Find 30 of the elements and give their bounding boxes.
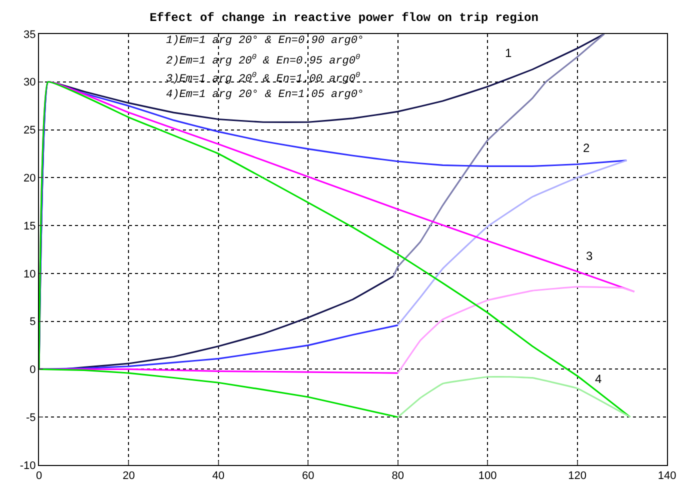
y-tick-label: -10 bbox=[20, 460, 36, 472]
x-tick-label: 60 bbox=[302, 470, 314, 482]
y-tick-label: 0 bbox=[30, 364, 36, 376]
y-tick-label: 35 bbox=[24, 28, 36, 41]
y-tick-label: 30 bbox=[24, 76, 36, 89]
annotation: 3 bbox=[586, 249, 593, 263]
line-series bbox=[392, 34, 605, 278]
x-tick-label: 100 bbox=[478, 470, 497, 482]
x-tick-label: 140 bbox=[658, 470, 676, 482]
y-tick-label: 5 bbox=[30, 316, 36, 328]
line-series bbox=[397, 376, 632, 418]
chart-title: Effect of change in reactive power flow on trip region bbox=[150, 10, 538, 25]
x-tick-label: 20 bbox=[122, 470, 135, 482]
annotation: 4 bbox=[595, 372, 602, 386]
x-tick-label: 80 bbox=[392, 470, 404, 482]
annotation: 2 bbox=[583, 141, 590, 155]
x-tick-label: 120 bbox=[568, 470, 586, 482]
y-tick-label: 10 bbox=[24, 268, 36, 280]
line-series bbox=[397, 286, 636, 374]
annotation: 3)Em=1 arg 20$^{0}$ & En=1.00 arg0$^{0}$ bbox=[166, 71, 360, 86]
annotation: 1)Em=1 arg 20° & En=0.90 arg0° bbox=[166, 35, 364, 47]
y-tick-label: -5 bbox=[26, 412, 36, 424]
annotation: 1 bbox=[505, 46, 512, 60]
y-tick-label: 15 bbox=[24, 220, 36, 232]
y-tick-label: 25 bbox=[24, 124, 36, 137]
y-tick-label: 20 bbox=[24, 172, 36, 185]
x-tick-label: 40 bbox=[212, 470, 225, 482]
annotation: 4)Em=1 arg 20° & En=1.05 arg0° bbox=[166, 89, 364, 101]
line-series bbox=[397, 160, 628, 326]
annotation: 2)Em=1 arg 20$^{0}$ & En=0.95 arg0$^{0}$ bbox=[166, 53, 360, 68]
